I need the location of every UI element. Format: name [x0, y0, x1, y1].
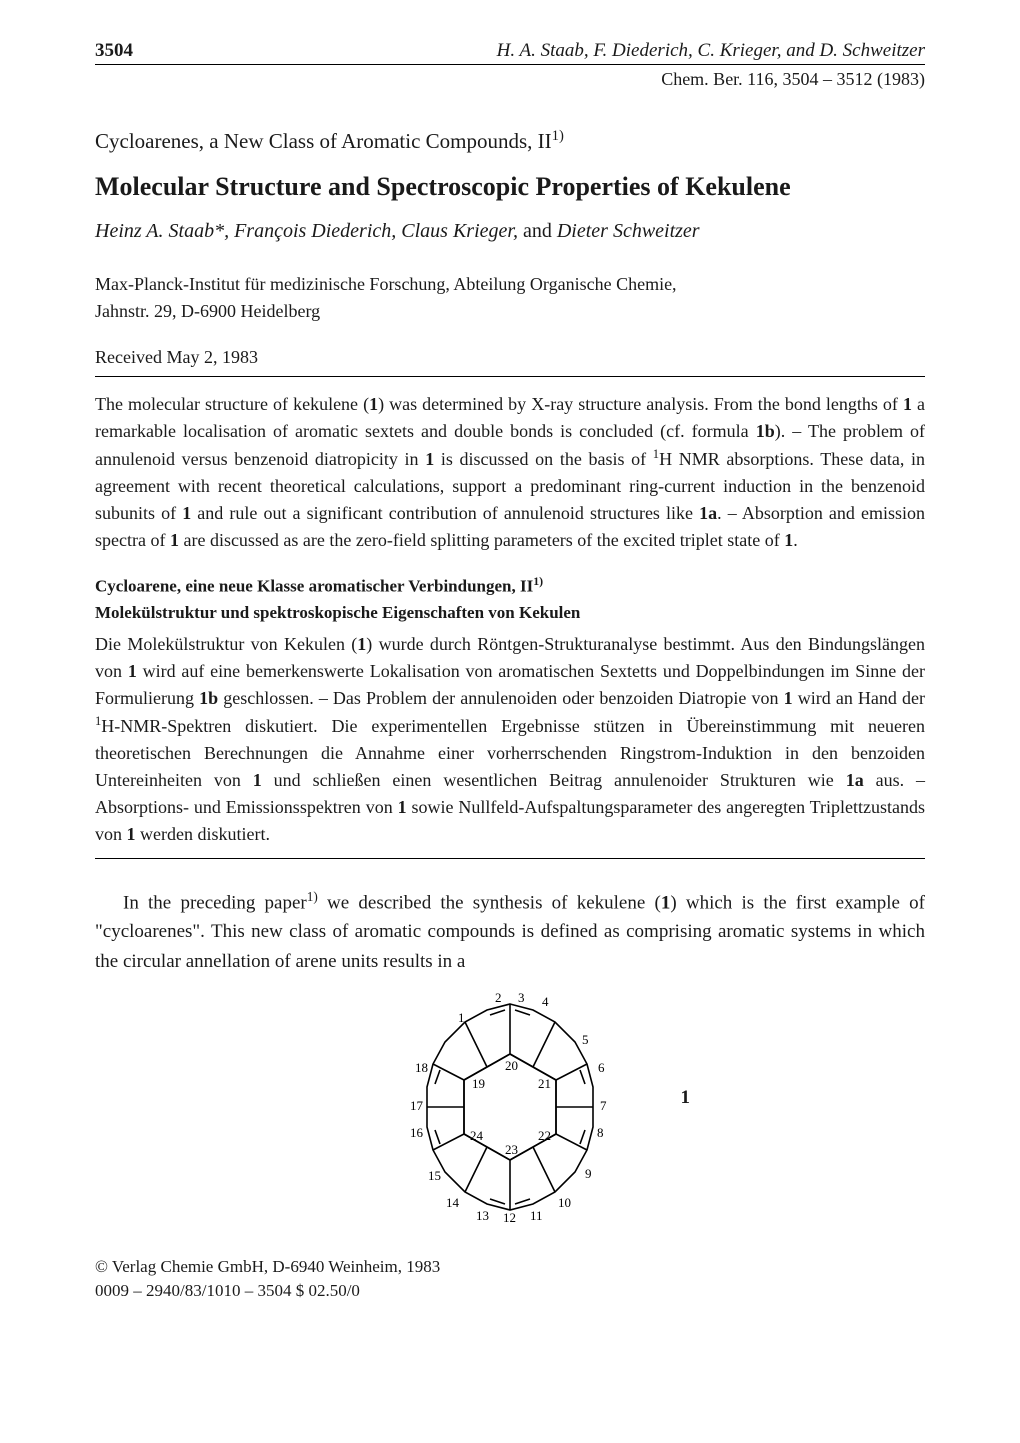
atom-label-11: 11	[530, 1208, 543, 1222]
affiliation-line-2: Jahnstr. 29, D-6900 Heidelberg	[95, 298, 925, 325]
atom-label-7: 7	[600, 1098, 607, 1113]
abstract-german-title: Cycloarene, eine neue Klasse aromatische…	[95, 574, 925, 597]
atom-label-16: 16	[410, 1125, 424, 1140]
kekulene-svg: 1 2 3 4 5 6 7 8 9 10 11 12 13 14 15 16 1…	[390, 992, 630, 1222]
atom-label-13: 13	[476, 1208, 489, 1222]
atom-label-10: 10	[558, 1195, 571, 1210]
atom-label-5: 5	[582, 1032, 589, 1047]
copyright-line-2: 0009 – 2940/83/1010 – 3504 $ 02.50/0	[95, 1279, 925, 1303]
journal-reference: Chem. Ber. 116, 3504 – 3512 (1983)	[95, 69, 925, 90]
atom-label-19: 19	[472, 1076, 485, 1091]
copyright-block: © Verlag Chemie GmbH, D-6940 Weinheim, 1…	[95, 1255, 925, 1303]
atom-label-3: 3	[518, 992, 525, 1005]
atom-label-22: 22	[538, 1128, 551, 1143]
body-paragraph-1: In the preceding paper1) we described th…	[95, 887, 925, 977]
atom-label-15: 15	[428, 1168, 441, 1183]
atom-label-12: 12	[503, 1210, 516, 1222]
abstract-de-title-text: Cycloarene, eine neue Klasse aromatische…	[95, 577, 533, 596]
authors-and: and	[523, 220, 552, 242]
atom-label-4: 4	[542, 994, 549, 1009]
abstract-english: The molecular structure of kekulene (1) …	[95, 391, 925, 554]
atom-label-17: 17	[410, 1098, 424, 1113]
abstract-german: Die Molekülstruktur von Kekulen (1) wurd…	[95, 631, 925, 848]
atom-label-6: 6	[598, 1060, 605, 1075]
figure-compound-number: 1	[681, 1087, 691, 1109]
authors-list: Heinz A. Staab*, François Diederich, Cla…	[95, 220, 925, 243]
affiliation-line-1: Max-Planck-Institut für medizinische For…	[95, 271, 925, 298]
series-title: Cycloarenes, a New Class of Aromatic Com…	[95, 128, 925, 154]
divider-2	[95, 858, 925, 859]
authors-last: Dieter Schweitzer	[557, 220, 700, 242]
series-footnote-ref: 1)	[552, 128, 564, 144]
atom-label-21: 21	[538, 1076, 551, 1091]
atom-label-1: 1	[458, 1010, 465, 1025]
abstract-german-subtitle: Molekülstruktur und spektroskopische Eig…	[95, 603, 925, 623]
kekulene-structure-figure: 1 2 3 4 5 6 7 8 9 10 11 12 13 14 15 16 1…	[95, 992, 925, 1227]
abstract-de-title-footnote: 1)	[533, 574, 543, 588]
atom-label-20: 20	[505, 1058, 518, 1073]
atom-label-8: 8	[597, 1125, 604, 1140]
atom-label-24: 24	[470, 1128, 484, 1143]
page-number: 3504	[95, 40, 133, 62]
authors-text: Heinz A. Staab*, François Diederich, Cla…	[95, 220, 518, 242]
article-title: Molecular Structure and Spectroscopic Pr…	[95, 172, 925, 202]
page-header: 3504 H. A. Staab, F. Diederich, C. Krieg…	[95, 40, 925, 65]
affiliation: Max-Planck-Institut für medizinische For…	[95, 271, 925, 325]
atom-label-18: 18	[415, 1060, 428, 1075]
divider-1	[95, 376, 925, 377]
atom-label-9: 9	[585, 1166, 592, 1181]
header-authors: H. A. Staab, F. Diederich, C. Krieger, a…	[497, 40, 925, 62]
atom-label-2: 2	[495, 992, 502, 1005]
atom-label-23: 23	[505, 1142, 518, 1157]
copyright-line-1: © Verlag Chemie GmbH, D-6940 Weinheim, 1…	[95, 1255, 925, 1279]
received-date: Received May 2, 1983	[95, 347, 925, 368]
series-title-text: Cycloarenes, a New Class of Aromatic Com…	[95, 129, 552, 153]
atom-label-14: 14	[446, 1195, 460, 1210]
